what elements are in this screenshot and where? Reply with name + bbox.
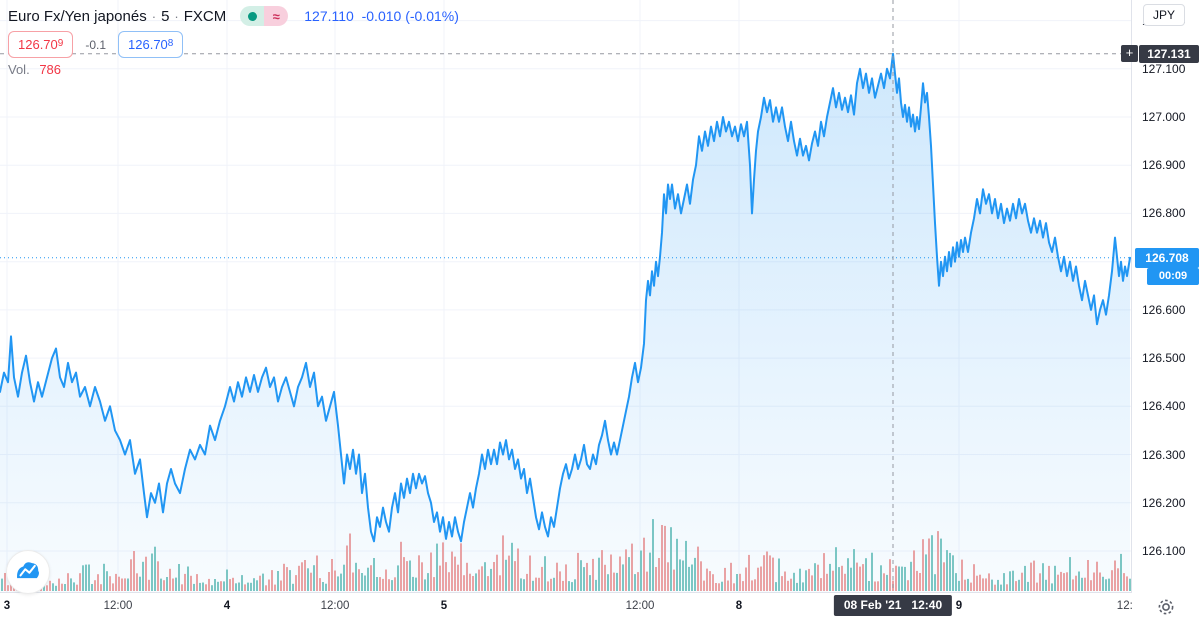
interval-value[interactable]: 5 — [161, 7, 170, 25]
time-tick-label: 4 — [223, 600, 231, 612]
last-price-badge: 126.708 — [1135, 248, 1199, 268]
price-chart[interactable] — [0, 0, 1132, 592]
legend-symbol-row: Euro Fx/Yen japonés · 5 · FXCM ≈ 127.110… — [8, 4, 459, 28]
time-tick-label: 12:00 — [103, 600, 133, 612]
price-tick-label: 126.900 — [1142, 158, 1186, 172]
sell-button[interactable]: 126.709 — [8, 31, 74, 58]
legend-separator: · — [151, 8, 157, 24]
header-quote: 127.110 -0.010 (-0.01%) — [304, 8, 459, 24]
market-status-capsule[interactable]: ≈ — [240, 6, 289, 26]
time-tick-label: 9 — [955, 600, 963, 612]
area-fill — [0, 53, 1130, 592]
crosshair-price-badge: 127.131 — [1139, 45, 1199, 63]
chart-legend: Euro Fx/Yen japonés · 5 · FXCM ≈ 127.110… — [8, 4, 459, 77]
time-tick-label: 12:00 — [625, 600, 655, 612]
price-tick-label: 126.800 — [1142, 206, 1186, 220]
price-line — [0, 52, 1131, 543]
volume-value: 786 — [39, 62, 62, 77]
add-alert-plus-button[interactable]: + — [1121, 45, 1138, 62]
trade-buttons-row: 126.709 -0.1 126.708 — [8, 31, 459, 58]
legend-separator: · — [174, 8, 179, 24]
price-tick-label: 127.100 — [1142, 62, 1186, 76]
price-tick-label: 126.100 — [1142, 544, 1186, 558]
crosshair-time-badge: 08 Feb '21 12:40 — [833, 595, 953, 616]
exchange-value[interactable]: FXCM — [183, 7, 227, 25]
tradingview-logo-icon — [17, 562, 39, 579]
tradingview-logo-button[interactable] — [6, 550, 50, 594]
header-last-price: 127.110 — [304, 8, 354, 24]
time-axis-settings-button[interactable] — [1156, 597, 1176, 617]
gear-icon — [1158, 599, 1174, 615]
delayed-data-icon[interactable]: ≈ — [264, 6, 289, 26]
volume-label: Vol. — [8, 62, 30, 77]
time-tick-label: 3 — [3, 600, 11, 612]
price-tick-label: 126.300 — [1142, 448, 1186, 462]
price-tick-label: 126.400 — [1142, 399, 1186, 413]
time-tick-label: 12:0 — [1116, 600, 1132, 612]
market-open-dot-icon[interactable] — [240, 6, 265, 26]
price-tick-label: 126.500 — [1142, 351, 1186, 365]
bar-countdown-badge: 00:09 — [1147, 268, 1199, 285]
price-tick-label: 126.600 — [1142, 303, 1186, 317]
currency-button[interactable]: JPY — [1143, 4, 1185, 26]
buy-button[interactable]: 126.708 — [118, 31, 184, 58]
header-change: -0.010 (-0.01%) — [361, 8, 459, 24]
time-axis[interactable]: 3 12:00 4 12:00 5 12:00 8 9 12:0 08 Feb '21 12:4… — [0, 592, 1132, 619]
price-axis[interactable]: 127.200127.100127.000126.900126.800126.7… — [1131, 0, 1200, 592]
time-tick-label: 5 — [440, 600, 448, 612]
symbol-title[interactable]: Euro Fx/Yen japonés — [8, 7, 147, 25]
axis-corner — [1132, 592, 1200, 619]
spread-value: -0.1 — [85, 37, 107, 52]
price-tick-label: 126.200 — [1142, 496, 1186, 510]
time-tick-label: 8 — [735, 600, 743, 612]
price-tick-label: 127.000 — [1142, 110, 1186, 124]
time-tick-label: 12:00 — [320, 600, 350, 612]
volume-legend-row[interactable]: Vol. 786 — [8, 62, 459, 77]
